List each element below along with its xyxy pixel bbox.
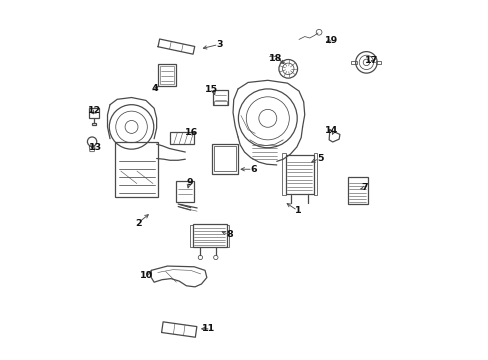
Text: 15: 15 xyxy=(204,85,217,94)
Bar xyxy=(170,132,193,144)
Text: 2: 2 xyxy=(135,219,142,228)
Bar xyxy=(89,108,99,118)
Bar xyxy=(158,64,176,86)
Text: 14: 14 xyxy=(325,126,338,135)
Bar xyxy=(214,146,235,171)
Bar xyxy=(212,144,238,174)
Text: 19: 19 xyxy=(324,36,337,45)
Bar xyxy=(176,181,193,202)
Text: 17: 17 xyxy=(365,57,378,66)
Bar xyxy=(282,153,285,195)
Bar xyxy=(92,123,96,126)
Bar xyxy=(192,224,226,247)
Text: 10: 10 xyxy=(140,270,153,279)
Bar xyxy=(214,101,226,105)
Text: 4: 4 xyxy=(152,84,158,93)
Bar xyxy=(213,90,227,105)
Text: 12: 12 xyxy=(87,105,101,114)
Bar xyxy=(351,60,356,64)
Text: 11: 11 xyxy=(202,324,215,333)
Bar xyxy=(189,225,192,247)
Bar xyxy=(347,177,367,204)
Text: 9: 9 xyxy=(186,178,193,187)
Text: 8: 8 xyxy=(226,230,233,239)
Bar xyxy=(375,60,381,64)
Text: 5: 5 xyxy=(316,154,323,163)
Bar xyxy=(226,225,229,247)
Bar xyxy=(115,141,158,197)
Text: 13: 13 xyxy=(88,143,102,152)
Text: 7: 7 xyxy=(361,183,367,192)
Text: 1: 1 xyxy=(295,206,301,215)
Bar xyxy=(160,66,174,84)
Text: 6: 6 xyxy=(250,165,257,174)
Bar xyxy=(313,153,317,195)
Text: 16: 16 xyxy=(184,128,198,137)
Bar xyxy=(285,155,313,194)
Text: 18: 18 xyxy=(268,54,282,63)
Text: 3: 3 xyxy=(216,40,223,49)
